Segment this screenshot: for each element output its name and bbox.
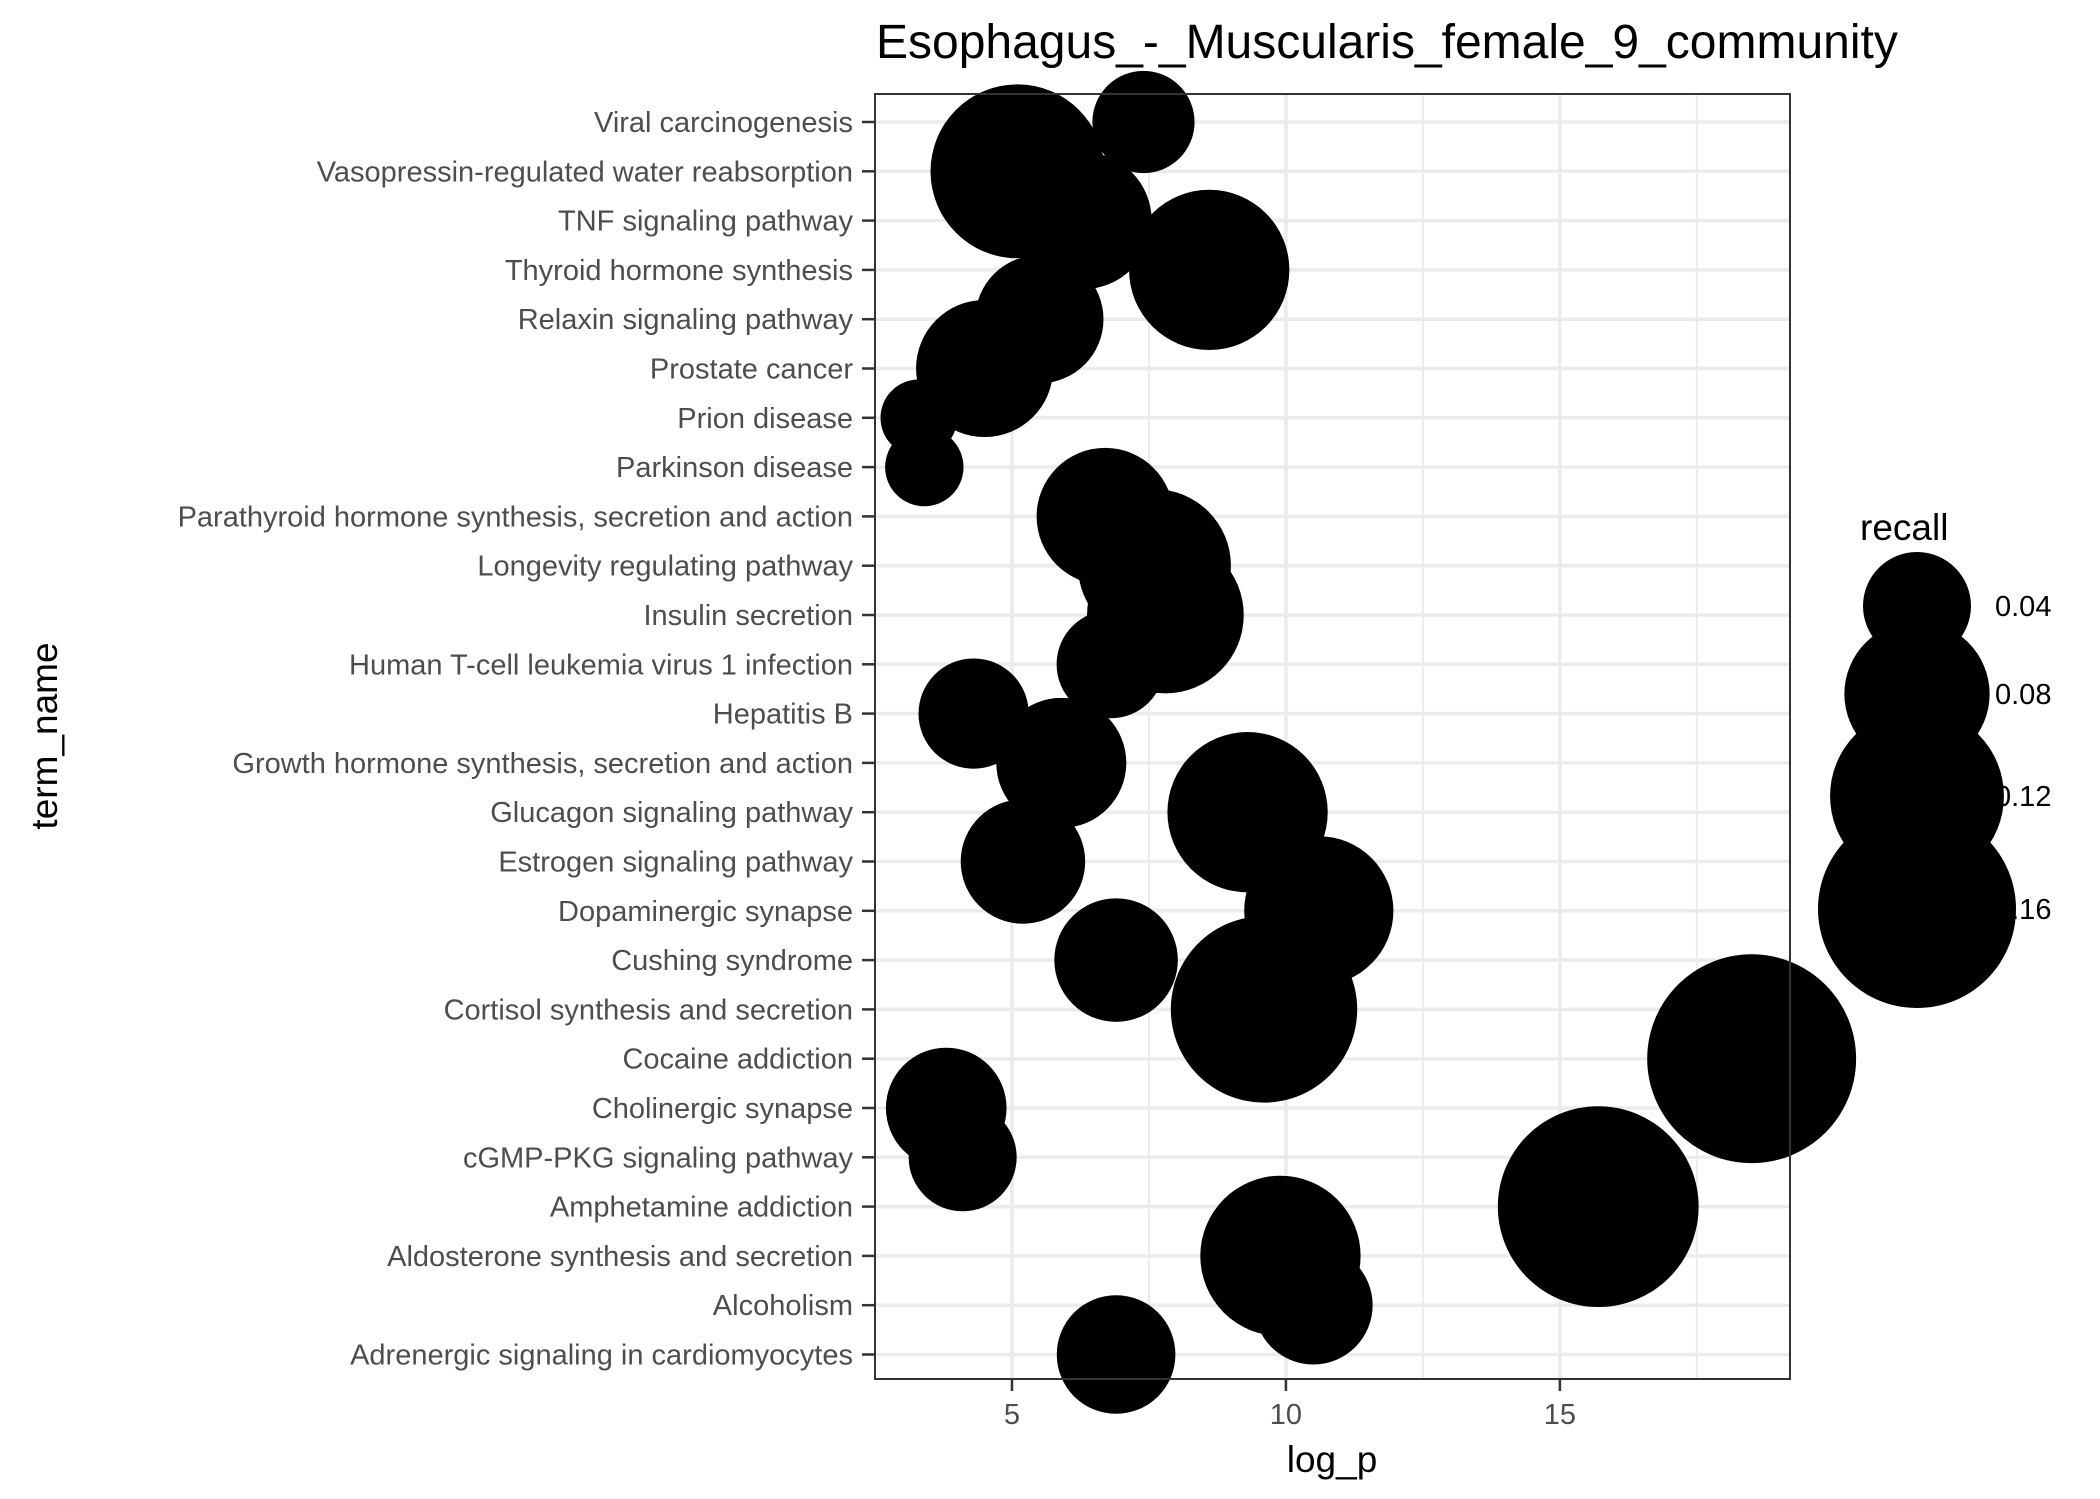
y-axis-title: term_name	[24, 642, 65, 829]
legend-label: 0.08	[1995, 679, 2051, 711]
y-tick-label: Parkinson disease	[616, 452, 853, 484]
y-tick-label: Dopaminergic synapse	[558, 896, 853, 928]
y-tick-label: Amphetamine addiction	[550, 1192, 853, 1224]
y-tick-label: Estrogen signaling pathway	[498, 847, 853, 879]
legend-label: 0.12	[1995, 781, 2051, 813]
y-tick-label: Aldosterone synthesis and secretion	[387, 1241, 853, 1273]
legend-title: recall	[1860, 507, 1948, 548]
panel-border	[874, 93, 1791, 1380]
y-tick-label: Longevity regulating pathway	[477, 551, 853, 583]
y-tick-label: Hepatitis B	[713, 699, 853, 731]
x-tick-label: 15	[1544, 1399, 1576, 1431]
y-tick-label: Human T-cell leukemia virus 1 infection	[349, 649, 853, 681]
x-tick-label: 10	[1270, 1399, 1302, 1431]
data-point	[1129, 189, 1290, 351]
y-axis: Viral carcinogenesis Vasopressin-regulate…	[178, 107, 875, 1372]
x-tick-label: 5	[1004, 1399, 1020, 1431]
data-point	[1056, 610, 1165, 719]
data-point	[1170, 916, 1358, 1103]
legend-label: 0.04	[1995, 591, 2051, 623]
legend-label: 0.16	[1995, 894, 2051, 926]
chart-title: Esophagus_-_Muscularis_female_9_communit…	[876, 16, 1898, 69]
y-tick-label: Cortisol synthesis and secretion	[444, 994, 853, 1026]
data-point	[960, 799, 1086, 924]
y-tick-label: Prion disease	[677, 403, 853, 435]
y-tick-label: Relaxin signaling pathway	[518, 304, 854, 336]
x-axis: 5 10 15	[1004, 1379, 1576, 1431]
data-point	[885, 427, 964, 507]
data-point	[1092, 70, 1195, 174]
y-tick-label: Adrenergic signaling in cardiomyocytes	[350, 1340, 853, 1372]
data-point	[1054, 898, 1178, 1022]
data-point	[1647, 954, 1857, 1164]
y-tick-label: cGMP-PKG signaling pathway	[463, 1142, 854, 1174]
data-point	[1497, 1106, 1699, 1307]
data-point	[1254, 1245, 1373, 1365]
y-tick-label: Viral carcinogenesis	[594, 107, 853, 139]
y-tick-label: Parathyroid hormone synthesis, secretion…	[178, 501, 853, 533]
data-point	[996, 697, 1127, 828]
y-tick-label: TNF signaling pathway	[558, 206, 853, 238]
legend-key-circle	[1818, 810, 2016, 1008]
y-tick-label: Prostate cancer	[650, 354, 853, 386]
y-tick-label: Cocaine addiction	[622, 1044, 853, 1076]
data-point	[1056, 1295, 1176, 1414]
data-point	[908, 1103, 1017, 1212]
x-axis-title: log_p	[1287, 1439, 1378, 1480]
y-tick-label: Alcoholism	[713, 1290, 853, 1322]
data-point	[1014, 152, 1152, 290]
y-tick-label: Insulin secretion	[643, 600, 853, 632]
data-points	[880, 70, 1857, 1414]
y-tick-label: Cholinergic synapse	[592, 1093, 853, 1125]
size-legend: 0.04 0.08 0.12 0.16	[1818, 552, 2051, 1008]
y-tick-label: Growth hormone synthesis, secretion and …	[232, 748, 853, 780]
y-tick-label: Cushing syndrome	[611, 945, 853, 977]
y-tick-label: Vasopressin-regulated water reabsorption	[317, 156, 853, 188]
y-tick-label: Thyroid hormone synthesis	[505, 255, 853, 287]
y-tick-label: Glucagon signaling pathway	[490, 797, 853, 829]
